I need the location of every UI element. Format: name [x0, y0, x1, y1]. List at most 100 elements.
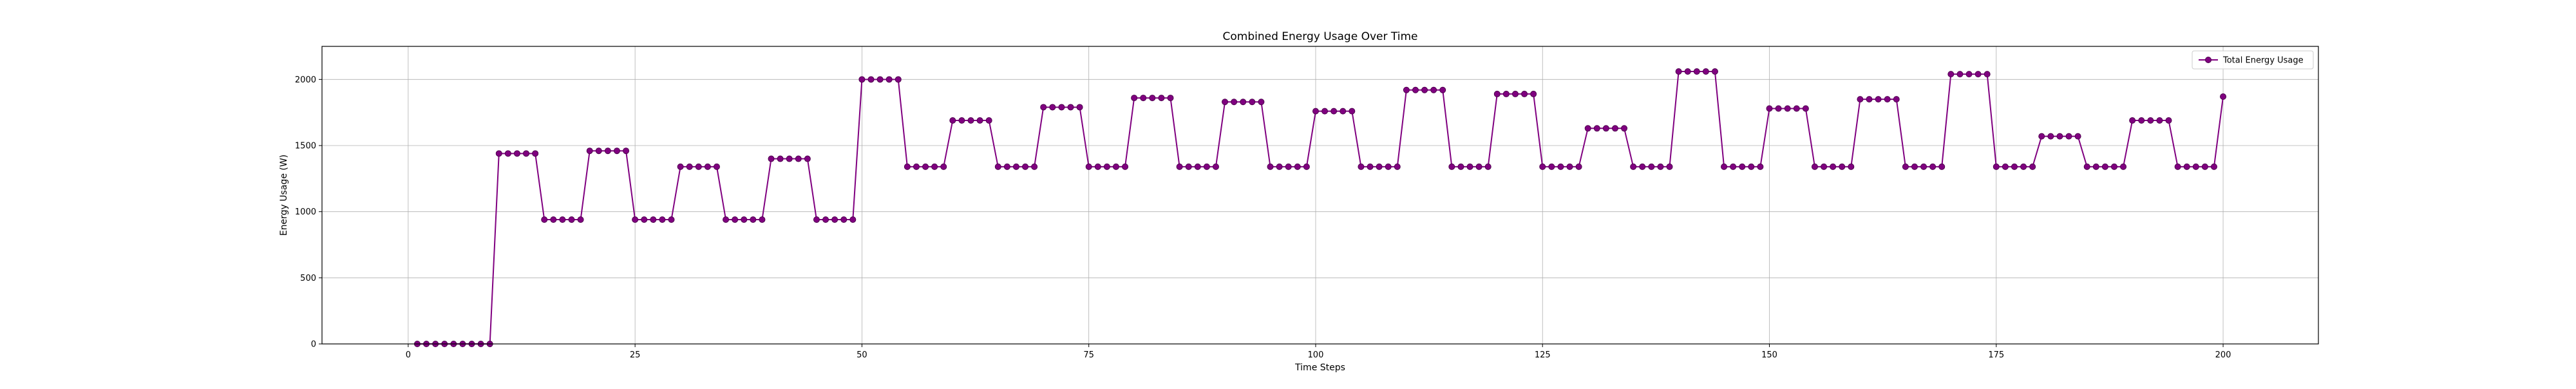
- data-point: [822, 216, 829, 223]
- data-point: [813, 216, 820, 223]
- data-point: [967, 117, 974, 124]
- data-point: [1158, 95, 1165, 102]
- data-point: [2165, 117, 2172, 124]
- data-point: [2056, 133, 2063, 140]
- x-tick-label: 125: [1535, 350, 1551, 360]
- data-point: [1866, 96, 1873, 103]
- data-point: [913, 163, 920, 170]
- data-point: [1176, 163, 1183, 170]
- data-point: [2192, 163, 2199, 170]
- data-point: [1167, 95, 1174, 102]
- data-point: [2174, 163, 2181, 170]
- data-point: [1285, 163, 1292, 170]
- data-point: [1920, 163, 1927, 170]
- data-point: [1602, 125, 1609, 132]
- data-point: [840, 216, 848, 223]
- data-point: [1122, 163, 1129, 170]
- data-point: [1811, 163, 1818, 170]
- data-point: [1575, 163, 1582, 170]
- x-tick-label: 0: [406, 350, 411, 360]
- data-point: [1702, 68, 1709, 75]
- data-point: [2147, 117, 2154, 124]
- data-point: [595, 147, 602, 155]
- data-point: [1003, 163, 1010, 170]
- data-point: [1430, 86, 1437, 93]
- data-point: [550, 216, 557, 223]
- data-point: [1240, 99, 1247, 106]
- data-point: [2120, 163, 2127, 170]
- data-point: [1911, 163, 1918, 170]
- data-point: [1448, 163, 1455, 170]
- legend-label: Total Energy Usage: [2222, 56, 2304, 66]
- data-point: [1412, 86, 1419, 93]
- series-line: [417, 71, 2224, 345]
- data-point: [1693, 68, 1700, 75]
- data-point: [804, 155, 811, 162]
- y-tick-label: 1000: [295, 207, 316, 217]
- data-point: [2083, 163, 2090, 170]
- data-point: [2029, 163, 2036, 170]
- data-point: [2011, 163, 2018, 170]
- data-point: [895, 76, 902, 83]
- data-point: [1784, 105, 1791, 112]
- data-point: [1058, 104, 1065, 111]
- data-point: [849, 216, 857, 223]
- data-point: [922, 163, 929, 170]
- data-point: [886, 76, 893, 83]
- data-point: [777, 155, 784, 162]
- plot-frame: [321, 46, 2319, 345]
- data-point: [1067, 104, 1074, 111]
- data-point: [1012, 163, 1019, 170]
- data-point: [1376, 163, 1383, 170]
- data-point: [1875, 96, 1882, 103]
- data-point: [577, 216, 584, 223]
- x-tick-label: 175: [1988, 350, 2004, 360]
- data-point: [1993, 163, 2000, 170]
- data-point: [1557, 163, 1564, 170]
- data-point: [2220, 93, 2227, 100]
- data-point: [1621, 125, 1628, 132]
- data-point: [1094, 163, 1101, 170]
- x-tick-label: 100: [1308, 350, 1324, 360]
- data-point: [1639, 163, 1646, 170]
- data-point: [1956, 71, 1964, 78]
- data-point: [750, 216, 757, 223]
- data-point: [1457, 163, 1464, 170]
- data-point: [1203, 163, 1210, 170]
- data-point: [541, 216, 548, 223]
- legend-box: [2192, 50, 2314, 70]
- data-point: [1821, 163, 1828, 170]
- data-point: [2101, 163, 2108, 170]
- data-point: [940, 163, 947, 170]
- data-point: [659, 216, 666, 223]
- data-point: [795, 155, 802, 162]
- data-point: [985, 117, 992, 124]
- data-point: [1902, 163, 1909, 170]
- data-point: [1775, 105, 1782, 112]
- data-point: [831, 216, 838, 223]
- x-axis-label: Time Steps: [1294, 363, 1345, 373]
- data-point: [1739, 163, 1746, 170]
- data-point: [1502, 90, 1510, 97]
- data-point: [1530, 90, 1537, 97]
- data-point: [2201, 163, 2208, 170]
- data-point: [1893, 96, 1900, 103]
- data-point: [949, 117, 956, 124]
- data-point: [2156, 117, 2163, 124]
- data-point: [1276, 163, 1283, 170]
- data-point: [1131, 95, 1138, 102]
- data-point: [2002, 163, 2009, 170]
- data-point: [1040, 104, 1047, 111]
- data-point: [1766, 105, 1773, 112]
- data-point: [2047, 133, 2054, 140]
- data-point: [1140, 95, 1147, 102]
- data-point: [1857, 96, 1864, 103]
- data-point: [1748, 163, 1755, 170]
- data-point: [876, 76, 884, 83]
- data-point: [1267, 163, 1274, 170]
- data-point: [867, 76, 875, 83]
- data-point: [2129, 117, 2136, 124]
- data-point: [723, 216, 730, 223]
- data-point: [1403, 86, 1410, 93]
